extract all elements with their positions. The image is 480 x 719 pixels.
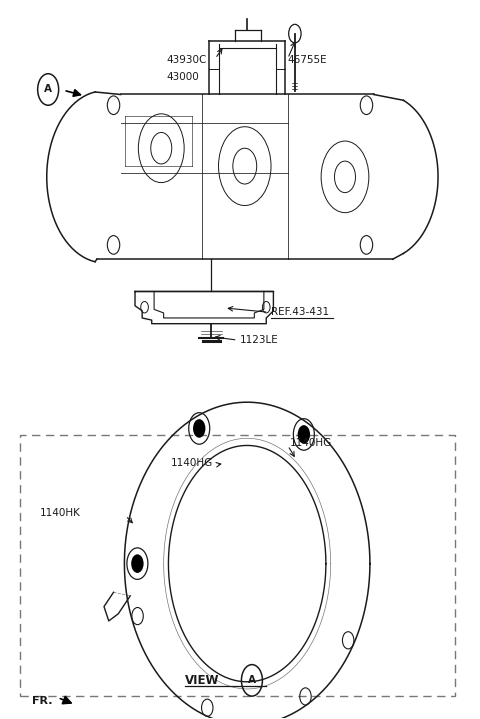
Text: 1140HG: 1140HG — [290, 438, 332, 448]
Text: 1140HG: 1140HG — [171, 458, 213, 468]
Text: 43000: 43000 — [166, 72, 199, 81]
Circle shape — [193, 419, 205, 438]
Circle shape — [298, 425, 310, 444]
Text: VIEW: VIEW — [185, 674, 220, 687]
Text: 43930C: 43930C — [166, 55, 206, 65]
Text: A: A — [44, 85, 52, 94]
Text: A: A — [248, 675, 256, 685]
Circle shape — [131, 554, 144, 573]
Text: 46755E: 46755E — [288, 55, 327, 65]
Text: REF.43-431: REF.43-431 — [271, 307, 329, 317]
Text: 1140HK: 1140HK — [39, 508, 81, 518]
Text: FR.: FR. — [33, 696, 53, 706]
Text: 1123LE: 1123LE — [240, 335, 279, 345]
